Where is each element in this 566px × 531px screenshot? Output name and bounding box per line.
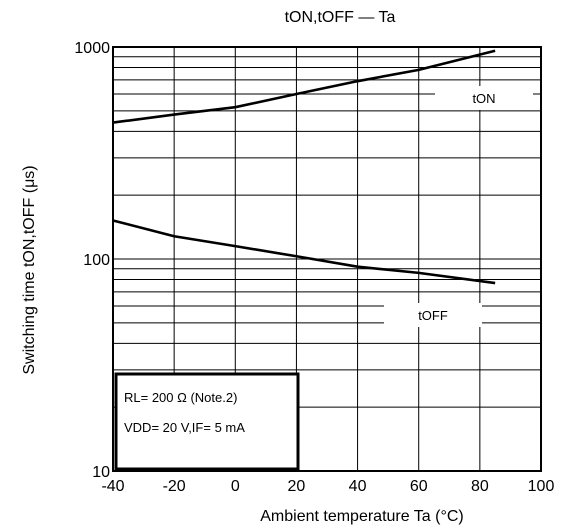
- series-line-ton: [112, 49, 496, 124]
- condition-line-1: RL= 200 Ω (Note.2): [124, 390, 237, 405]
- x-tick-label: 80: [471, 478, 489, 495]
- y-axis-label: Switching time tON,tOFF (μs): [21, 165, 38, 374]
- series-lines: [112, 49, 496, 285]
- series-label-toff: tOFF: [418, 308, 448, 323]
- condition-line-2: VDD= 20 V,IF= 5 mA: [124, 420, 245, 435]
- y-tick-label: 10: [92, 464, 110, 481]
- x-tick-labels: -40 -20 0 20 40 60 80 100: [101, 478, 554, 495]
- x-tick-label: -20: [163, 478, 186, 495]
- series-line-toff: [112, 219, 496, 285]
- y-tick-label: 1000: [74, 40, 110, 57]
- series-label-bg: [435, 86, 533, 110]
- conditions-frame: [114, 372, 300, 471]
- plot-frame: [112, 46, 542, 472]
- x-tick-label: 40: [349, 478, 367, 495]
- x-tick-label: 20: [288, 478, 306, 495]
- conditions-box: RL= 200 Ω (Note.2) VDD= 20 V,IF= 5 mA: [114, 372, 300, 471]
- chart-title: tON,tOFF — Ta: [285, 9, 396, 26]
- x-axis-label: Ambient temperature Ta (°C): [260, 508, 464, 525]
- y-tick-label: 100: [83, 252, 110, 269]
- y-tick-labels: 10 100 1000: [74, 40, 110, 481]
- x-tick-label: 0: [231, 478, 240, 495]
- series-label-bg: [384, 303, 482, 327]
- x-tick-label: -40: [101, 478, 124, 495]
- x-tick-label: 60: [410, 478, 428, 495]
- series-label-ton: tON: [472, 91, 495, 106]
- x-tick-label: 100: [528, 478, 555, 495]
- series-labels: tON tOFF: [384, 86, 533, 327]
